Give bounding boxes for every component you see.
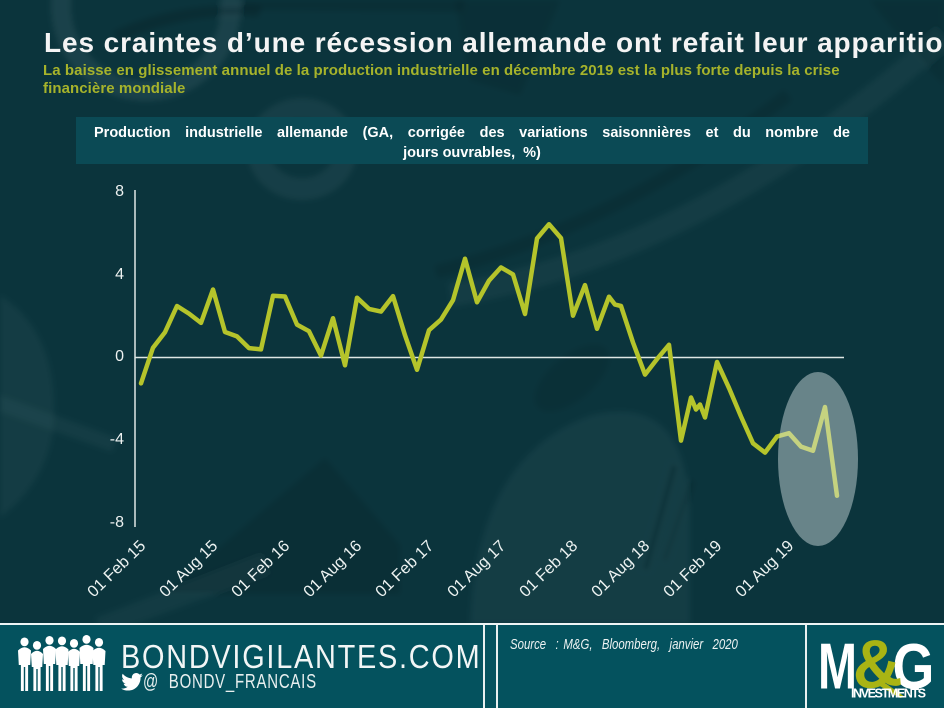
svg-text:01 Aug 15: 01 Aug 15 (156, 537, 221, 601)
svg-text:4: 4 (115, 266, 124, 283)
svg-text:01 Feb 19: 01 Feb 19 (660, 537, 725, 601)
svg-text:01 Aug 19: 01 Aug 19 (732, 537, 797, 601)
svg-text:01 Feb 17: 01 Feb 17 (372, 537, 437, 601)
svg-text:0: 0 (115, 348, 124, 365)
svg-text:01 Aug 16: 01 Aug 16 (300, 537, 365, 601)
svg-text:-8: -8 (110, 514, 124, 531)
svg-text:G: G (893, 630, 935, 703)
svg-text:INVESTMENTS: INVESTMENTS (851, 687, 926, 701)
svg-text:01 Feb 18: 01 Feb 18 (516, 537, 581, 601)
svg-text:8: 8 (115, 183, 124, 200)
svg-text:-4: -4 (110, 431, 124, 448)
svg-text:01 Feb 15: 01 Feb 15 (84, 537, 149, 601)
svg-text:01 Aug 18: 01 Aug 18 (588, 537, 653, 601)
svg-text:M: M (818, 631, 857, 703)
svg-text:01 Aug 17: 01 Aug 17 (444, 537, 509, 601)
svg-text:01 Feb 16: 01 Feb 16 (228, 537, 293, 601)
